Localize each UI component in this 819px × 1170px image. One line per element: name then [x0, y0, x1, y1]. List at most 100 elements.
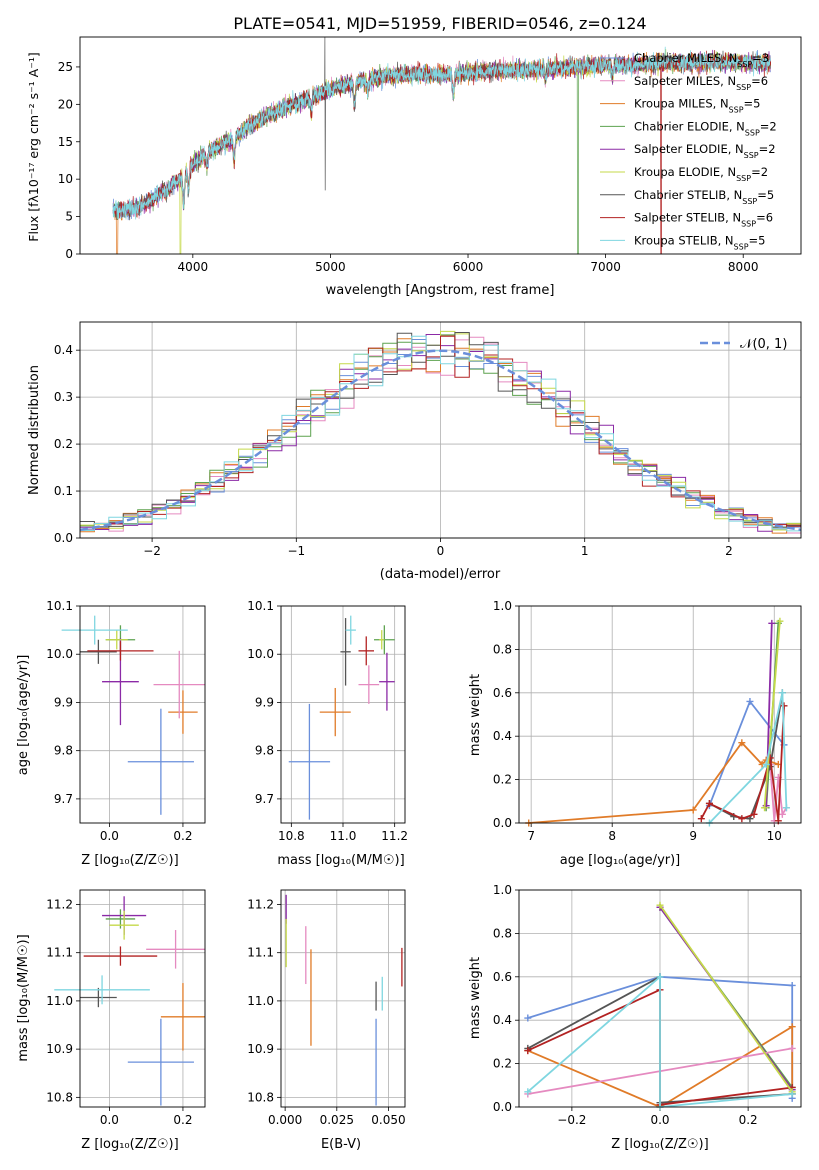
- y-tick-label: 0.2: [493, 1057, 512, 1071]
- x-tick-label: 10.8: [278, 829, 305, 843]
- weight-marker: [788, 1090, 796, 1098]
- y-tick-label: 10: [58, 172, 73, 186]
- x-tick-label: 0.0: [650, 1113, 669, 1127]
- legend-label: Kroupa ELODIE, NSSP=2: [634, 165, 768, 183]
- x-tick-label: 0.000: [268, 1113, 302, 1127]
- histogram-step: [80, 330, 801, 531]
- weight-line: [527, 974, 793, 1108]
- x-tick-label: 0.0: [100, 829, 119, 843]
- y-tick-label: 0.8: [493, 926, 512, 940]
- weight-marker: [524, 1088, 532, 1096]
- x-tick-label: 10: [767, 829, 782, 843]
- weight-marker: [776, 617, 784, 625]
- z-mass-ylabel: mass [log₁₀(M/M☉)]: [16, 934, 31, 1061]
- y-tick-label: 0.3: [54, 390, 73, 404]
- age-weight-panel: age [log₁₀(age/yr)] mass weight 7 8 9 10 0.0…: [468, 599, 802, 868]
- spectrum-xlabel: wavelength [Angstrom, rest frame]: [326, 283, 555, 298]
- z-weight-xlabel: Z [log₁₀(Z/Z☉)]: [611, 1137, 708, 1152]
- x-tick-label: −0.2: [557, 1113, 586, 1127]
- y-tick-label: 0.4: [493, 729, 512, 743]
- mass-age-panel: mass [log₁₀(M/M☉)] 10.8 11.0 11.2 9.7 9.8 9.9…: [247, 599, 408, 868]
- x-tick-label: 0.2: [173, 1113, 192, 1127]
- weight-marker: [788, 981, 796, 989]
- weight-marker: [656, 973, 664, 981]
- x-tick-label: 0.0: [100, 1113, 119, 1127]
- weight-marker: [524, 1047, 532, 1055]
- weight-line: [763, 621, 781, 808]
- weight-marker: [780, 702, 788, 710]
- y-tick-label: 1.0: [493, 599, 512, 613]
- weight-marker: [656, 901, 664, 909]
- axes-frame: [79, 321, 802, 539]
- z-age-ylabel: age [log₁₀(age/yr)]: [16, 655, 31, 776]
- y-tick-label: 10.1: [46, 599, 73, 613]
- y-tick-label: 9.8: [255, 744, 274, 758]
- weight-marker: [524, 1014, 532, 1022]
- weight-line: [528, 741, 779, 824]
- y-tick-label: 10.8: [247, 1090, 274, 1104]
- x-tick-label: 5000: [315, 260, 346, 274]
- axes-frame: [280, 605, 406, 824]
- y-tick-label: 10.8: [46, 1090, 73, 1104]
- legend-label: Salpeter ELODIE, NSSP=2: [634, 142, 776, 160]
- x-tick-label: 11.0: [330, 829, 357, 843]
- x-tick-label: 1: [581, 544, 589, 558]
- y-tick-label: 11.2: [247, 897, 274, 911]
- x-tick-label: 6000: [453, 260, 484, 274]
- legend-label: Chabrier STELIB, NSSP=5: [634, 188, 774, 206]
- axes-frame: [518, 605, 802, 824]
- gauss-legend-label: 𝒩(0, 1): [740, 337, 787, 352]
- residual-histogram-panel: (data-model)/error Normed distribution −…: [27, 321, 802, 582]
- z-mass-xlabel: Z [log₁₀(Z/Z☉)]: [81, 1137, 178, 1152]
- legend-label: Chabrier ELODIE, NSSP=2: [634, 119, 777, 137]
- y-tick-label: 11.2: [46, 897, 73, 911]
- weight-marker: [788, 1044, 796, 1052]
- axes-frame: [79, 889, 206, 1108]
- x-tick-label: 9: [689, 829, 697, 843]
- legend-label: Kroupa STELIB, NSSP=5: [634, 233, 765, 251]
- weight-marker: [778, 810, 786, 818]
- y-tick-label: 20: [58, 97, 73, 111]
- y-tick-label: 0.6: [493, 686, 512, 700]
- y-tick-label: 10.0: [247, 647, 274, 661]
- y-tick-label: 1.0: [493, 883, 512, 897]
- y-tick-label: 10.9: [247, 1042, 274, 1056]
- axes-frame: [518, 889, 802, 1108]
- y-tick-label: 9.7: [54, 792, 73, 806]
- y-tick-label: 10.0: [46, 647, 73, 661]
- hist-ylabel: Normed distribution: [27, 365, 42, 495]
- spectrum-title: PLATE=0541, MJD=51959, FIBERID=0546, z=0…: [233, 14, 646, 33]
- x-tick-label: 0.2: [173, 829, 192, 843]
- spectrum-panel: PLATE=0541, MJD=51959, FIBERID=0546, z=0…: [26, 14, 802, 298]
- z-weight-panel: Z [log₁₀(Z/Z☉)] mass weight −0.2 0.0 0.2 0.…: [468, 883, 802, 1152]
- legend-label: Salpeter MILES, NSSP=6: [634, 74, 768, 92]
- x-tick-label: 8: [608, 829, 616, 843]
- weight-marker: [689, 806, 697, 814]
- y-tick-label: 0.0: [493, 1100, 512, 1114]
- spectrum-line: [112, 46, 771, 220]
- y-tick-label: 0.6: [493, 970, 512, 984]
- ebv-mass-panel: E(B-V) 0.000 0.025 0.050 10.8 10.9 11.0 11.1 11…: [247, 889, 406, 1152]
- y-tick-label: 0.4: [493, 1013, 512, 1027]
- y-tick-label: 10.1: [247, 599, 274, 613]
- age-weight-xlabel: age [log₁₀(age/yr)]: [560, 853, 681, 868]
- mass-age-xlabel: mass [log₁₀(M/M☉)]: [277, 853, 404, 868]
- y-tick-label: 5: [65, 210, 73, 224]
- weight-marker: [762, 760, 770, 768]
- spectrum-legend: Chabrier MILES, NSSP=3 Salpeter MILES, NS…: [600, 51, 777, 251]
- y-tick-label: 11.0: [46, 994, 73, 1008]
- axes-frame: [79, 605, 206, 824]
- y-tick-label: 0.0: [493, 816, 512, 830]
- y-tick-label: 0.2: [54, 437, 73, 451]
- weight-marker: [750, 810, 758, 818]
- weight-marker: [768, 619, 776, 627]
- x-tick-label: 0.025: [320, 1113, 354, 1127]
- x-tick-label: 7: [527, 829, 535, 843]
- weight-marker: [738, 815, 746, 823]
- axes-frame: [280, 889, 406, 1108]
- weight-marker: [761, 804, 769, 812]
- weight-marker: [697, 815, 705, 823]
- ebv-mass-xlabel: E(B-V): [321, 1137, 361, 1152]
- histogram-step: [80, 335, 801, 532]
